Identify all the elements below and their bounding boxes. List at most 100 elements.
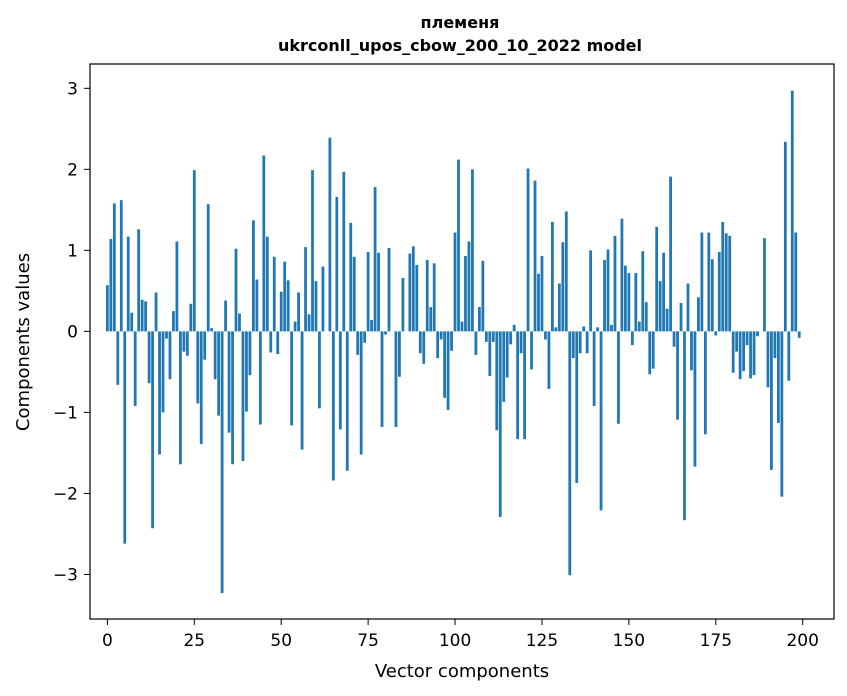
plot-frame xyxy=(89,63,835,620)
bar-35 xyxy=(227,331,231,433)
bar-189 xyxy=(763,238,766,332)
bar-131 xyxy=(561,242,565,332)
x-axis-label: Vector components xyxy=(375,661,549,682)
bar-72 xyxy=(356,331,360,355)
bar-191 xyxy=(770,331,773,470)
bar-153 xyxy=(637,321,641,332)
x-tick-label-0: 0 xyxy=(102,631,113,651)
bar-81 xyxy=(387,247,391,332)
bar-130 xyxy=(557,283,561,332)
bar-40 xyxy=(245,331,248,412)
bar-127 xyxy=(547,331,551,389)
bar-54 xyxy=(293,321,297,332)
bar-83 xyxy=(394,331,398,427)
bar-19 xyxy=(172,311,175,332)
bar-39 xyxy=(241,331,245,462)
bar-195 xyxy=(783,141,787,332)
x-tick-label-175: 175 xyxy=(700,631,732,651)
bar-187 xyxy=(756,331,759,337)
bar-2 xyxy=(112,203,116,332)
bar-28 xyxy=(203,331,207,360)
bar-125 xyxy=(540,256,544,332)
y-tick-label--3: −3 xyxy=(53,565,78,585)
bar-184 xyxy=(745,331,749,346)
bar-118 xyxy=(516,331,520,440)
bar-31 xyxy=(213,331,217,380)
bar-159 xyxy=(658,281,662,332)
bar-44 xyxy=(258,331,262,425)
bar-78 xyxy=(377,252,380,332)
bar-15 xyxy=(158,331,161,455)
bar-27 xyxy=(199,331,203,444)
bar-168 xyxy=(690,331,693,371)
bar-73 xyxy=(359,331,363,455)
bar-20 xyxy=(175,241,179,332)
bar-8 xyxy=(133,331,137,406)
bar-145 xyxy=(610,324,613,332)
y-tick-label-3: 3 xyxy=(67,79,78,99)
bar-146 xyxy=(613,235,617,332)
x-tick-label-200: 200 xyxy=(786,631,818,651)
bar-157 xyxy=(651,331,655,369)
bar-77 xyxy=(373,187,377,332)
bar-11 xyxy=(144,301,148,332)
bar-175 xyxy=(714,331,718,336)
bar-106 xyxy=(474,331,478,355)
bar-3 xyxy=(116,331,120,385)
bar-98 xyxy=(446,331,450,410)
x-tick-label-25: 25 xyxy=(183,631,205,651)
bar-166 xyxy=(683,331,686,521)
bar-198 xyxy=(794,232,798,332)
bar-67 xyxy=(338,331,342,430)
bar-88 xyxy=(411,246,415,332)
bar-66 xyxy=(335,196,339,332)
bar-164 xyxy=(676,331,679,420)
bar-23 xyxy=(185,331,189,356)
x-axis-ticks: 0 25 50 75 100 125 150 175 200 xyxy=(102,619,819,651)
bar-61 xyxy=(318,331,321,409)
bar-154 xyxy=(641,251,645,332)
bar-128 xyxy=(551,221,554,332)
bar-194 xyxy=(780,331,784,497)
bar-117 xyxy=(512,324,516,332)
bar-110 xyxy=(488,331,492,376)
bar-79 xyxy=(380,331,384,427)
bar-132 xyxy=(564,211,568,332)
bar-91 xyxy=(422,331,426,364)
bar-152 xyxy=(634,273,638,332)
bar-172 xyxy=(703,331,707,435)
bar-182 xyxy=(738,331,742,380)
bar-116 xyxy=(509,331,513,345)
bar-74 xyxy=(363,331,367,343)
bar-60 xyxy=(314,281,318,332)
bar-129 xyxy=(554,327,558,332)
bar-53 xyxy=(290,331,294,426)
bar-51 xyxy=(283,261,287,332)
x-tick-label-150: 150 xyxy=(613,631,645,651)
bar-171 xyxy=(700,232,704,332)
bar-9 xyxy=(137,229,141,332)
bar-50 xyxy=(279,291,283,332)
bar-70 xyxy=(349,222,353,332)
bar-161 xyxy=(665,308,669,332)
bar-176 xyxy=(717,251,721,332)
bar-186 xyxy=(752,331,756,376)
bar-120 xyxy=(523,331,526,440)
bar-26 xyxy=(196,331,200,404)
bar-185 xyxy=(749,331,752,379)
bar-192 xyxy=(773,331,777,359)
bar-10 xyxy=(140,299,144,332)
bar-17 xyxy=(165,331,168,339)
x-tick-label-125: 125 xyxy=(526,631,558,651)
bar-141 xyxy=(596,327,599,332)
bar-95 xyxy=(436,331,440,359)
bar-68 xyxy=(342,171,346,332)
bar-71 xyxy=(352,256,356,332)
bar-114 xyxy=(502,331,506,402)
bar-25 xyxy=(192,170,196,332)
y-tick-label-2: 2 xyxy=(67,160,78,180)
bar-87 xyxy=(408,253,412,332)
bar-7 xyxy=(130,312,134,332)
bar-22 xyxy=(182,331,186,352)
bar-43 xyxy=(255,279,259,332)
